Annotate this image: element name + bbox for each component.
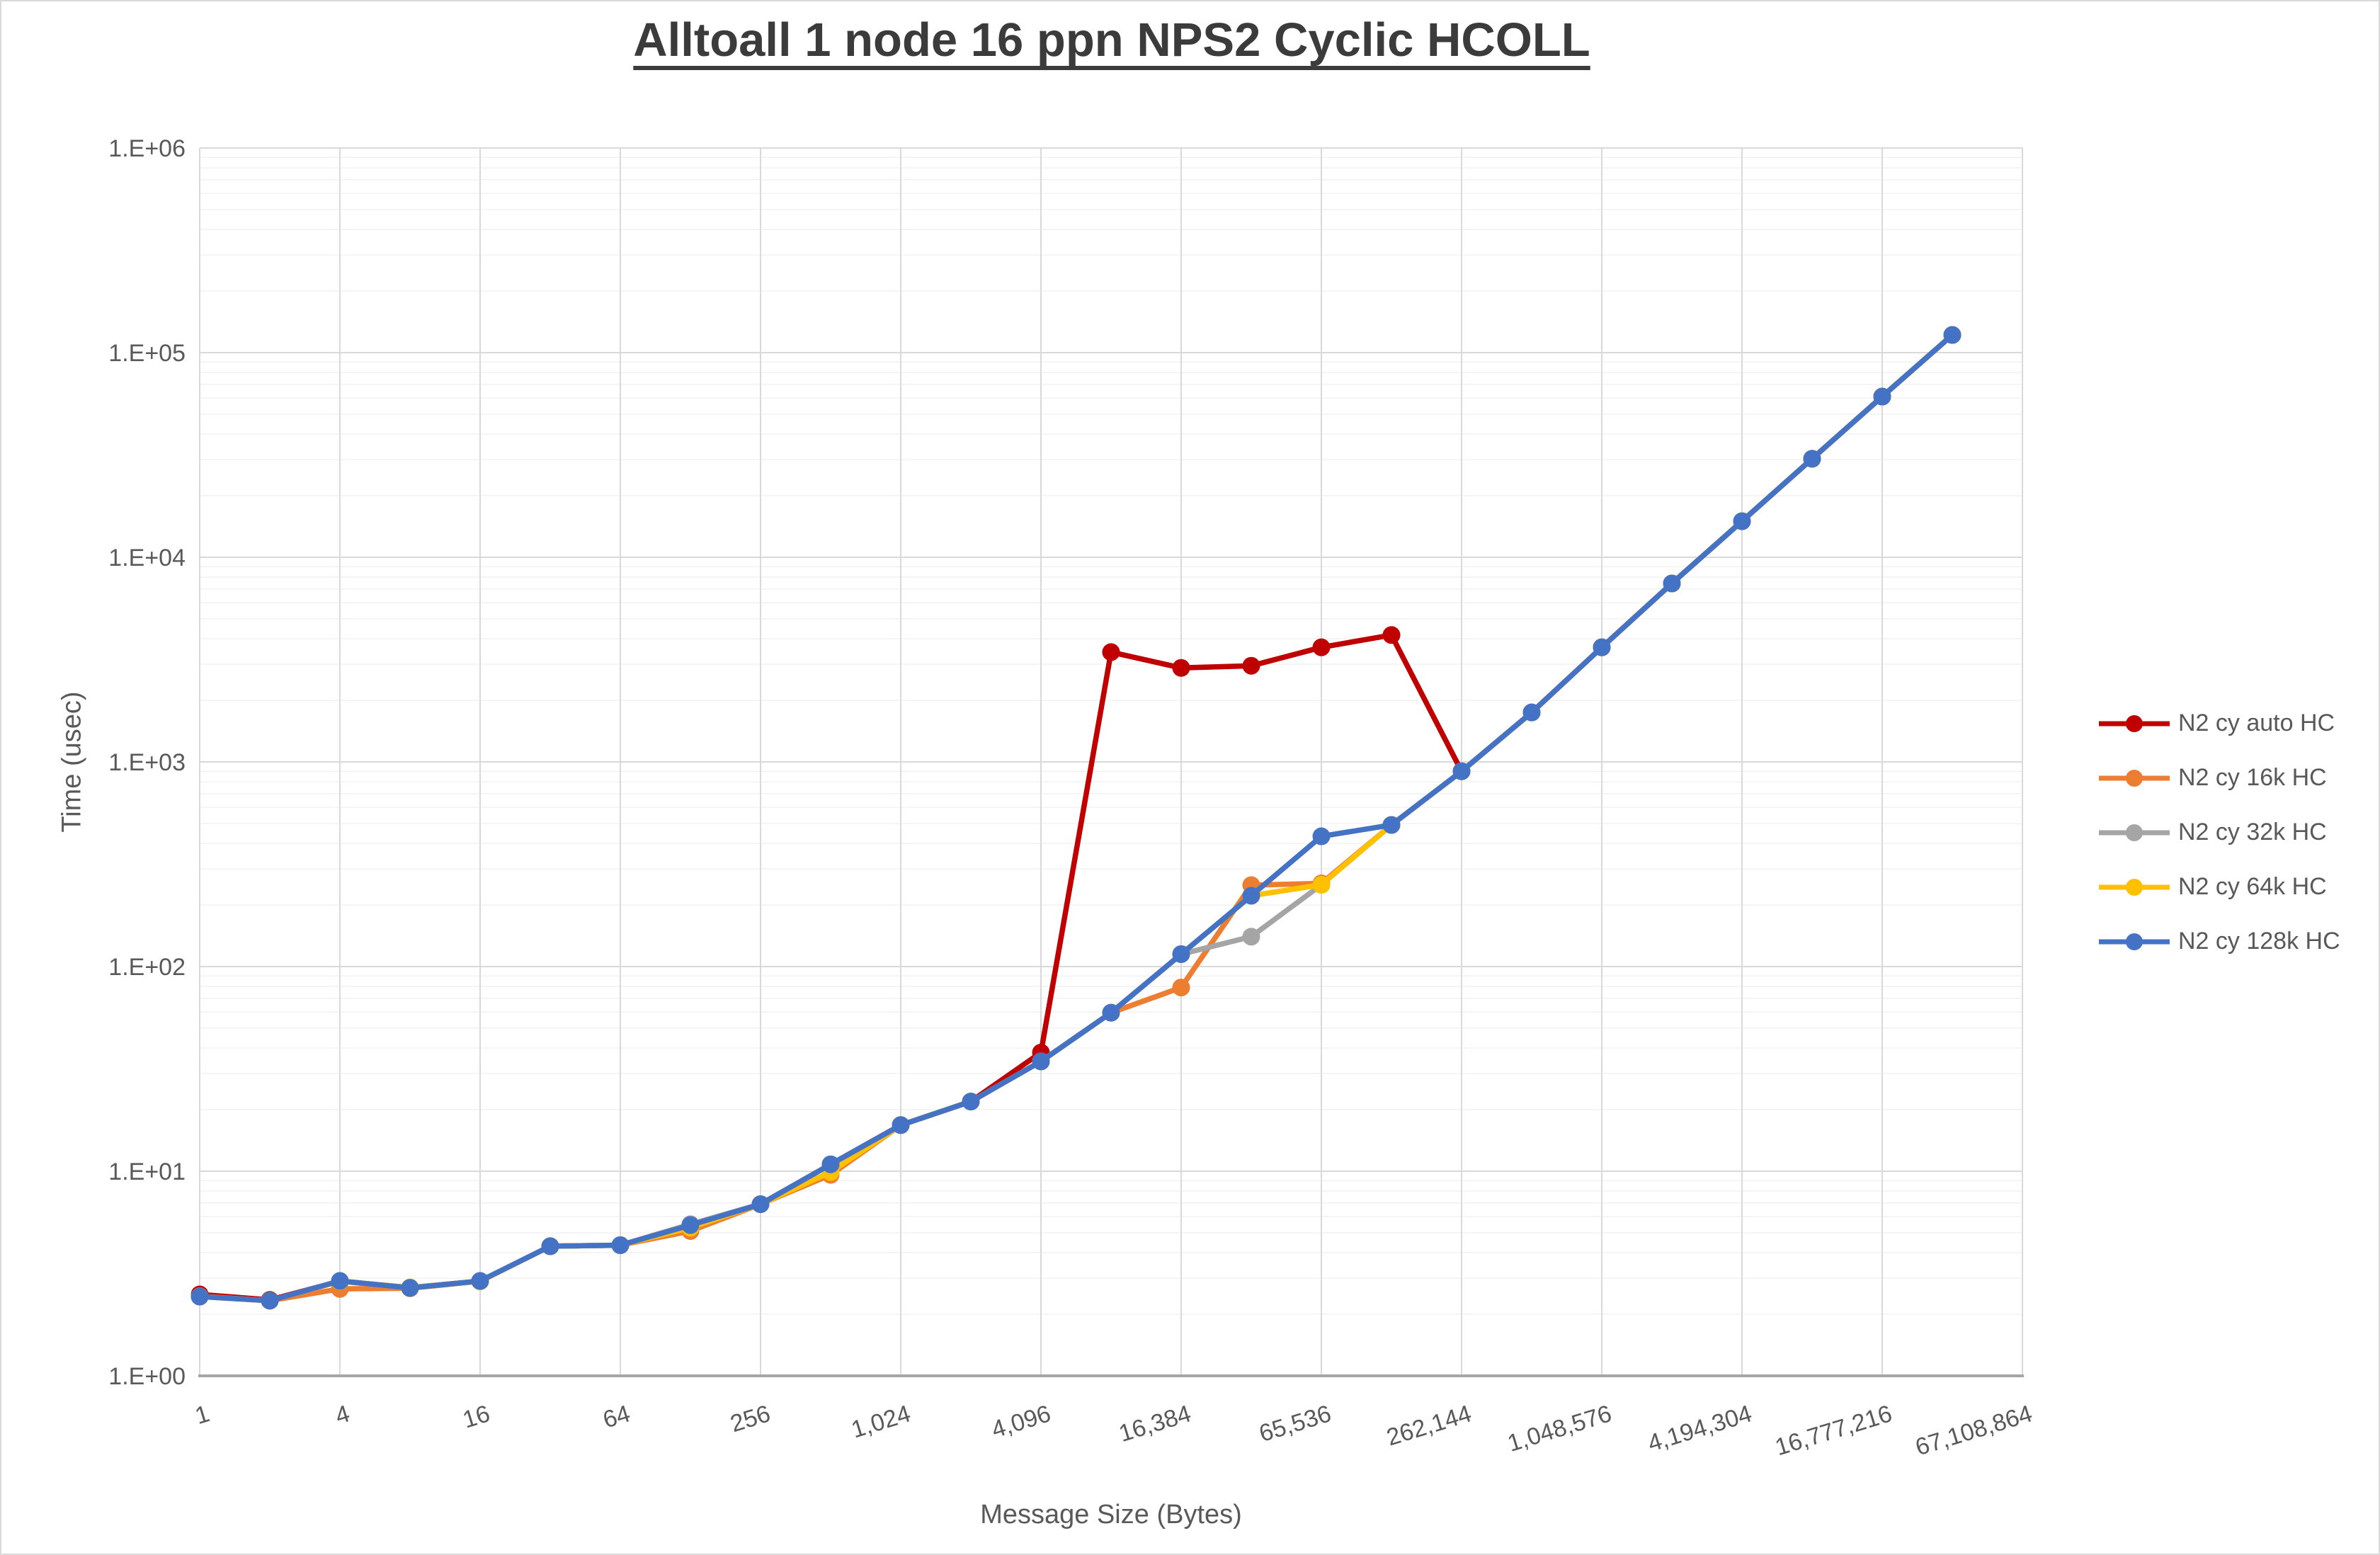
series-line	[197, 332, 1955, 1304]
data-point-marker	[401, 1279, 419, 1297]
data-point-marker	[1943, 326, 1961, 344]
x-tick-label: 67,108,864	[1912, 1400, 2035, 1461]
data-point-marker	[821, 1155, 840, 1173]
x-tick-label: 64	[600, 1400, 633, 1433]
legend: N2 cy auto HC N2 cy 16k HC N2 cy 32k HC N2 …	[2099, 696, 2340, 969]
data-point-marker	[1663, 574, 1681, 593]
data-point-marker	[1733, 512, 1751, 530]
x-tick-label: 4,194,304	[1645, 1400, 1755, 1457]
legend-marker-icon	[2126, 714, 2143, 732]
y-tick-label: 1.E+00	[108, 1363, 186, 1390]
legend-label: N2 cy auto HC	[2178, 710, 2335, 736]
data-point-marker	[541, 1237, 559, 1255]
series-line	[197, 332, 1955, 1304]
data-point-marker	[190, 1287, 209, 1306]
chart-title: Alltoall 1 node 16 ppn NPS2 Cyclic HCOLL	[633, 13, 1590, 67]
x-tick-label: 256	[727, 1400, 773, 1437]
data-point-marker	[1522, 703, 1541, 722]
data-point-marker	[1382, 816, 1401, 834]
x-tick-label: 1	[192, 1400, 212, 1430]
legend-marker-icon	[2126, 933, 2143, 950]
y-tick-label: 1.E+05	[108, 340, 186, 367]
y-tick-label: 1.E+06	[108, 135, 186, 162]
x-tick-label: 16	[460, 1400, 493, 1433]
series-line	[197, 332, 1955, 1304]
legend-marker-icon	[2126, 878, 2143, 896]
legend-label: N2 cy 32k HC	[2178, 819, 2327, 845]
data-point-marker	[1172, 659, 1190, 677]
x-tick-label: 16,384	[1116, 1400, 1195, 1447]
data-point-marker	[681, 1216, 700, 1234]
data-point-marker	[751, 1195, 770, 1214]
data-point-marker	[1873, 387, 1891, 406]
data-point-marker	[1312, 875, 1331, 894]
data-point-marker	[1312, 827, 1331, 845]
data-point-marker	[1242, 928, 1260, 946]
data-point-marker	[962, 1093, 980, 1111]
data-point-marker	[1242, 887, 1260, 905]
data-point-marker	[611, 1236, 630, 1254]
data-point-marker	[1382, 626, 1401, 644]
x-tick-label: 4,096	[989, 1400, 1054, 1443]
data-point-marker	[331, 1272, 349, 1290]
data-point-marker	[1172, 945, 1190, 963]
x-tick-label: 1,024	[848, 1400, 913, 1443]
data-point-marker	[1102, 643, 1120, 661]
data-point-marker	[1032, 1052, 1050, 1071]
x-tick-label: 4	[332, 1400, 353, 1430]
series-line	[197, 332, 1955, 1303]
x-axis-title: Message Size (Bytes)	[980, 1500, 1242, 1530]
y-tick-label: 1.E+02	[108, 954, 186, 981]
y-tick-label: 1.E+01	[108, 1158, 186, 1185]
legend-item: N2 cy 32k HC	[2099, 805, 2340, 860]
legend-swatch	[2099, 769, 2170, 787]
data-point-marker	[1312, 638, 1331, 656]
y-axis-title: Time (usec)	[57, 691, 87, 833]
data-point-marker	[1172, 979, 1190, 997]
legend-label: N2 cy 128k HC	[2178, 928, 2340, 955]
legend-item: N2 cy 64k HC	[2099, 860, 2340, 914]
legend-swatch	[2099, 824, 2170, 841]
x-tick-label: 1,048,576	[1505, 1400, 1615, 1457]
series-line	[197, 332, 1955, 1304]
data-point-marker	[892, 1116, 910, 1134]
legend-swatch	[2099, 714, 2170, 732]
data-point-marker	[1803, 450, 1821, 468]
data-point-marker	[471, 1272, 489, 1290]
legend-item: N2 cy auto HC	[2099, 696, 2340, 751]
legend-item: N2 cy 128k HC	[2099, 914, 2340, 969]
data-point-marker	[1242, 656, 1260, 675]
data-point-marker	[1593, 638, 1611, 656]
y-tick-label: 1.E+04	[108, 545, 186, 571]
legend-marker-icon	[2126, 824, 2143, 841]
x-tick-label: 262,144	[1384, 1400, 1475, 1451]
legend-marker-icon	[2126, 769, 2143, 787]
data-point-marker	[1102, 1003, 1120, 1022]
legend-swatch	[2099, 933, 2170, 950]
legend-label: N2 cy 16k HC	[2178, 764, 2327, 791]
legend-swatch	[2099, 878, 2170, 896]
x-tick-label: 16,777,216	[1772, 1400, 1895, 1461]
x-tick-label: 65,536	[1256, 1400, 1335, 1447]
data-point-marker	[1452, 762, 1471, 780]
legend-item: N2 cy 16k HC	[2099, 751, 2340, 805]
data-point-marker	[261, 1292, 279, 1310]
legend-label: N2 cy 64k HC	[2178, 873, 2327, 900]
y-tick-label: 1.E+03	[108, 749, 186, 776]
